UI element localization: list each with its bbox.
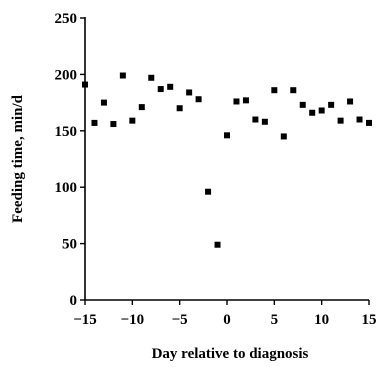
data-point	[252, 116, 259, 123]
data-point	[119, 72, 126, 79]
data-point	[205, 188, 212, 195]
data-point	[271, 87, 278, 94]
x-tick-label: −5	[172, 312, 188, 328]
y-ticks: 0 50 100 150 200 250	[55, 11, 85, 309]
data-point	[328, 101, 335, 108]
x-tick-label: −10	[121, 312, 145, 328]
y-tick-label: 200	[55, 67, 78, 83]
x-tick-label: 15	[362, 312, 377, 328]
x-tick-label: −15	[73, 312, 97, 328]
y-tick-label: 50	[62, 237, 77, 253]
data-point	[347, 98, 354, 105]
data-point	[157, 86, 164, 93]
data-point	[110, 121, 117, 128]
data-point	[242, 97, 249, 104]
data-point	[138, 104, 145, 111]
data-point	[214, 241, 221, 248]
data-point	[91, 119, 98, 126]
data-point	[280, 133, 287, 140]
y-tick-label: 150	[55, 124, 78, 140]
data-point	[100, 99, 107, 106]
x-tick-label: 0	[223, 312, 231, 328]
data-point	[195, 96, 202, 103]
data-point	[176, 105, 183, 112]
data-points	[82, 72, 372, 248]
y-axis-title: Feeding time, min/d	[10, 94, 26, 223]
x-tick-label: 5	[271, 312, 279, 328]
data-point	[318, 107, 325, 114]
data-point	[224, 132, 230, 139]
data-point	[356, 116, 363, 123]
data-point	[148, 74, 155, 81]
data-point	[82, 81, 88, 88]
y-tick-label: 250	[55, 11, 78, 27]
x-tick-label: 10	[314, 312, 329, 328]
data-point	[309, 109, 316, 116]
data-point	[129, 117, 136, 124]
data-point	[366, 119, 372, 126]
data-point	[337, 117, 344, 124]
data-point	[299, 101, 306, 108]
data-point	[290, 87, 297, 94]
data-point	[233, 98, 240, 105]
data-point	[186, 89, 193, 96]
y-tick-label: 0	[70, 293, 78, 309]
y-tick-label: 100	[55, 180, 78, 196]
x-axis-title: Day relative to diagnosis	[152, 346, 309, 362]
data-point	[167, 83, 174, 90]
data-point	[261, 118, 268, 125]
x-ticks: −15 −10 −5 0 5 10 15	[73, 300, 377, 328]
